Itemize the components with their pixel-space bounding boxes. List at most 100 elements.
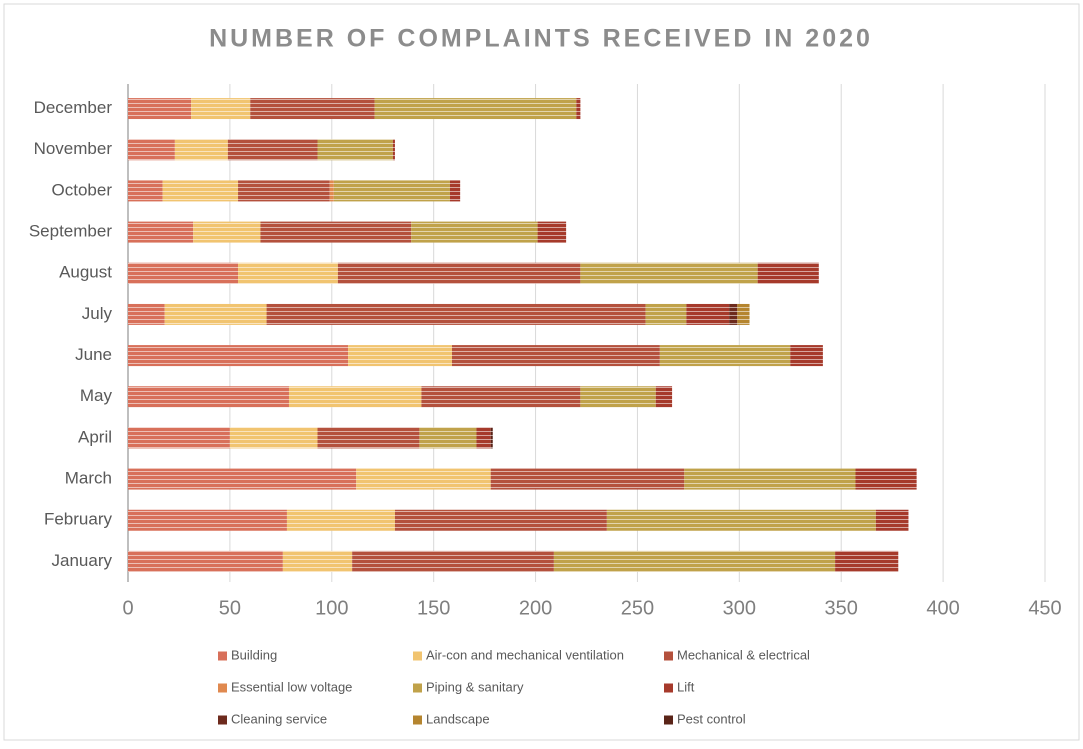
bar-segment	[282, 550, 353, 572]
bar-segment	[337, 262, 581, 284]
bar-segment	[348, 345, 453, 367]
y-tick-label: March	[65, 469, 112, 488]
bar-segment	[238, 262, 338, 284]
legend-swatch	[664, 715, 673, 725]
legend-label: Lift	[677, 679, 695, 694]
bar-segment	[128, 509, 287, 531]
bar-segment	[128, 180, 163, 202]
bar-segment	[449, 180, 461, 202]
legend-label: Essential low voltage	[231, 679, 352, 694]
bar-segment	[537, 221, 567, 243]
x-tick-label: 450	[1028, 597, 1061, 619]
bar-segment	[174, 139, 228, 161]
bar-segment	[333, 180, 450, 202]
bar-segment	[260, 221, 412, 243]
legend-swatch	[413, 683, 422, 693]
bar-segment	[684, 468, 856, 490]
bar-segment	[580, 386, 656, 408]
bar-segment	[875, 509, 909, 531]
x-tick-label: 50	[219, 597, 241, 619]
legend-label: Mechanical & electrical	[677, 647, 810, 662]
bar-segment	[411, 221, 538, 243]
x-tick-label: 250	[621, 597, 654, 619]
y-tick-label: June	[75, 345, 112, 364]
bar-segment	[128, 468, 357, 490]
x-tick-label: 100	[315, 597, 348, 619]
bar-segment	[193, 221, 261, 243]
bar-segment	[317, 139, 393, 161]
bar-segment	[286, 509, 395, 531]
y-tick-label: April	[78, 427, 112, 446]
y-tick-label: August	[59, 263, 112, 282]
bar-segment	[835, 550, 899, 572]
chart-border	[3, 3, 1080, 741]
bar-segment	[490, 468, 685, 490]
bar-segment	[576, 98, 581, 120]
y-tick-label: May	[80, 386, 113, 405]
chart-title: NUMBER OF COMPLAINTS RECEIVED IN 2020	[209, 25, 873, 53]
bar-segment	[374, 98, 577, 120]
bar-segment	[394, 509, 607, 531]
bar-segment	[227, 139, 318, 161]
bar-segment	[266, 303, 646, 325]
bar-segment	[790, 345, 823, 367]
y-tick-label: July	[82, 304, 113, 323]
legend-swatch	[413, 651, 422, 661]
bar-segment	[606, 509, 876, 531]
bar-segment	[288, 386, 422, 408]
bar-segment	[737, 303, 750, 325]
bar-segment	[329, 180, 334, 202]
legend-label: Pest control	[677, 711, 746, 726]
bar-segment	[128, 139, 175, 161]
x-tick-label: 400	[926, 597, 959, 619]
bar-segment	[128, 345, 349, 367]
bar-segment	[476, 427, 491, 449]
bar-segment	[757, 262, 819, 284]
bar-segment	[128, 386, 289, 408]
legend-swatch	[218, 651, 227, 661]
legend-label: Piping & sanitary	[426, 679, 524, 694]
bar-segment	[128, 303, 165, 325]
bar-segment	[421, 386, 581, 408]
bar-segment	[392, 139, 395, 161]
legend-label: Landscape	[426, 711, 490, 726]
bar-segment	[250, 98, 375, 120]
y-tick-label: October	[52, 180, 113, 199]
legend-label: Air-con and mechanical ventilation	[426, 647, 624, 662]
bar-segment	[128, 98, 192, 120]
legend-swatch	[218, 715, 227, 725]
legend-label: Cleaning service	[231, 711, 327, 726]
bar-segment	[855, 468, 917, 490]
bar-segment	[686, 303, 730, 325]
bar-segment	[238, 180, 330, 202]
x-tick-label: 150	[417, 597, 450, 619]
y-tick-label: January	[52, 551, 113, 570]
legend-swatch	[664, 651, 673, 661]
legend-swatch	[218, 683, 227, 693]
bar-segment	[352, 550, 554, 572]
legend-swatch	[664, 683, 673, 693]
bar-segment	[553, 550, 836, 572]
bar-segment	[229, 427, 318, 449]
bar-segment	[317, 427, 420, 449]
x-tick-label: 350	[825, 597, 858, 619]
bar-segment	[191, 98, 251, 120]
bar-segment	[128, 427, 230, 449]
legend-label: Building	[231, 647, 277, 662]
bar-segment	[452, 345, 660, 367]
bar-segment	[128, 550, 283, 572]
bar-segment	[128, 262, 239, 284]
bar-segment	[128, 221, 194, 243]
y-tick-label: November	[34, 139, 113, 158]
bar-segment	[655, 386, 673, 408]
y-tick-label: February	[44, 510, 113, 529]
y-tick-label: December	[34, 98, 113, 117]
bar-segment	[164, 303, 267, 325]
x-tick-label: 200	[519, 597, 552, 619]
bar-segment	[490, 427, 493, 449]
bar-segment	[580, 262, 758, 284]
bar-segment	[645, 303, 687, 325]
bar-segment	[356, 468, 491, 490]
bar-segment	[729, 303, 738, 325]
